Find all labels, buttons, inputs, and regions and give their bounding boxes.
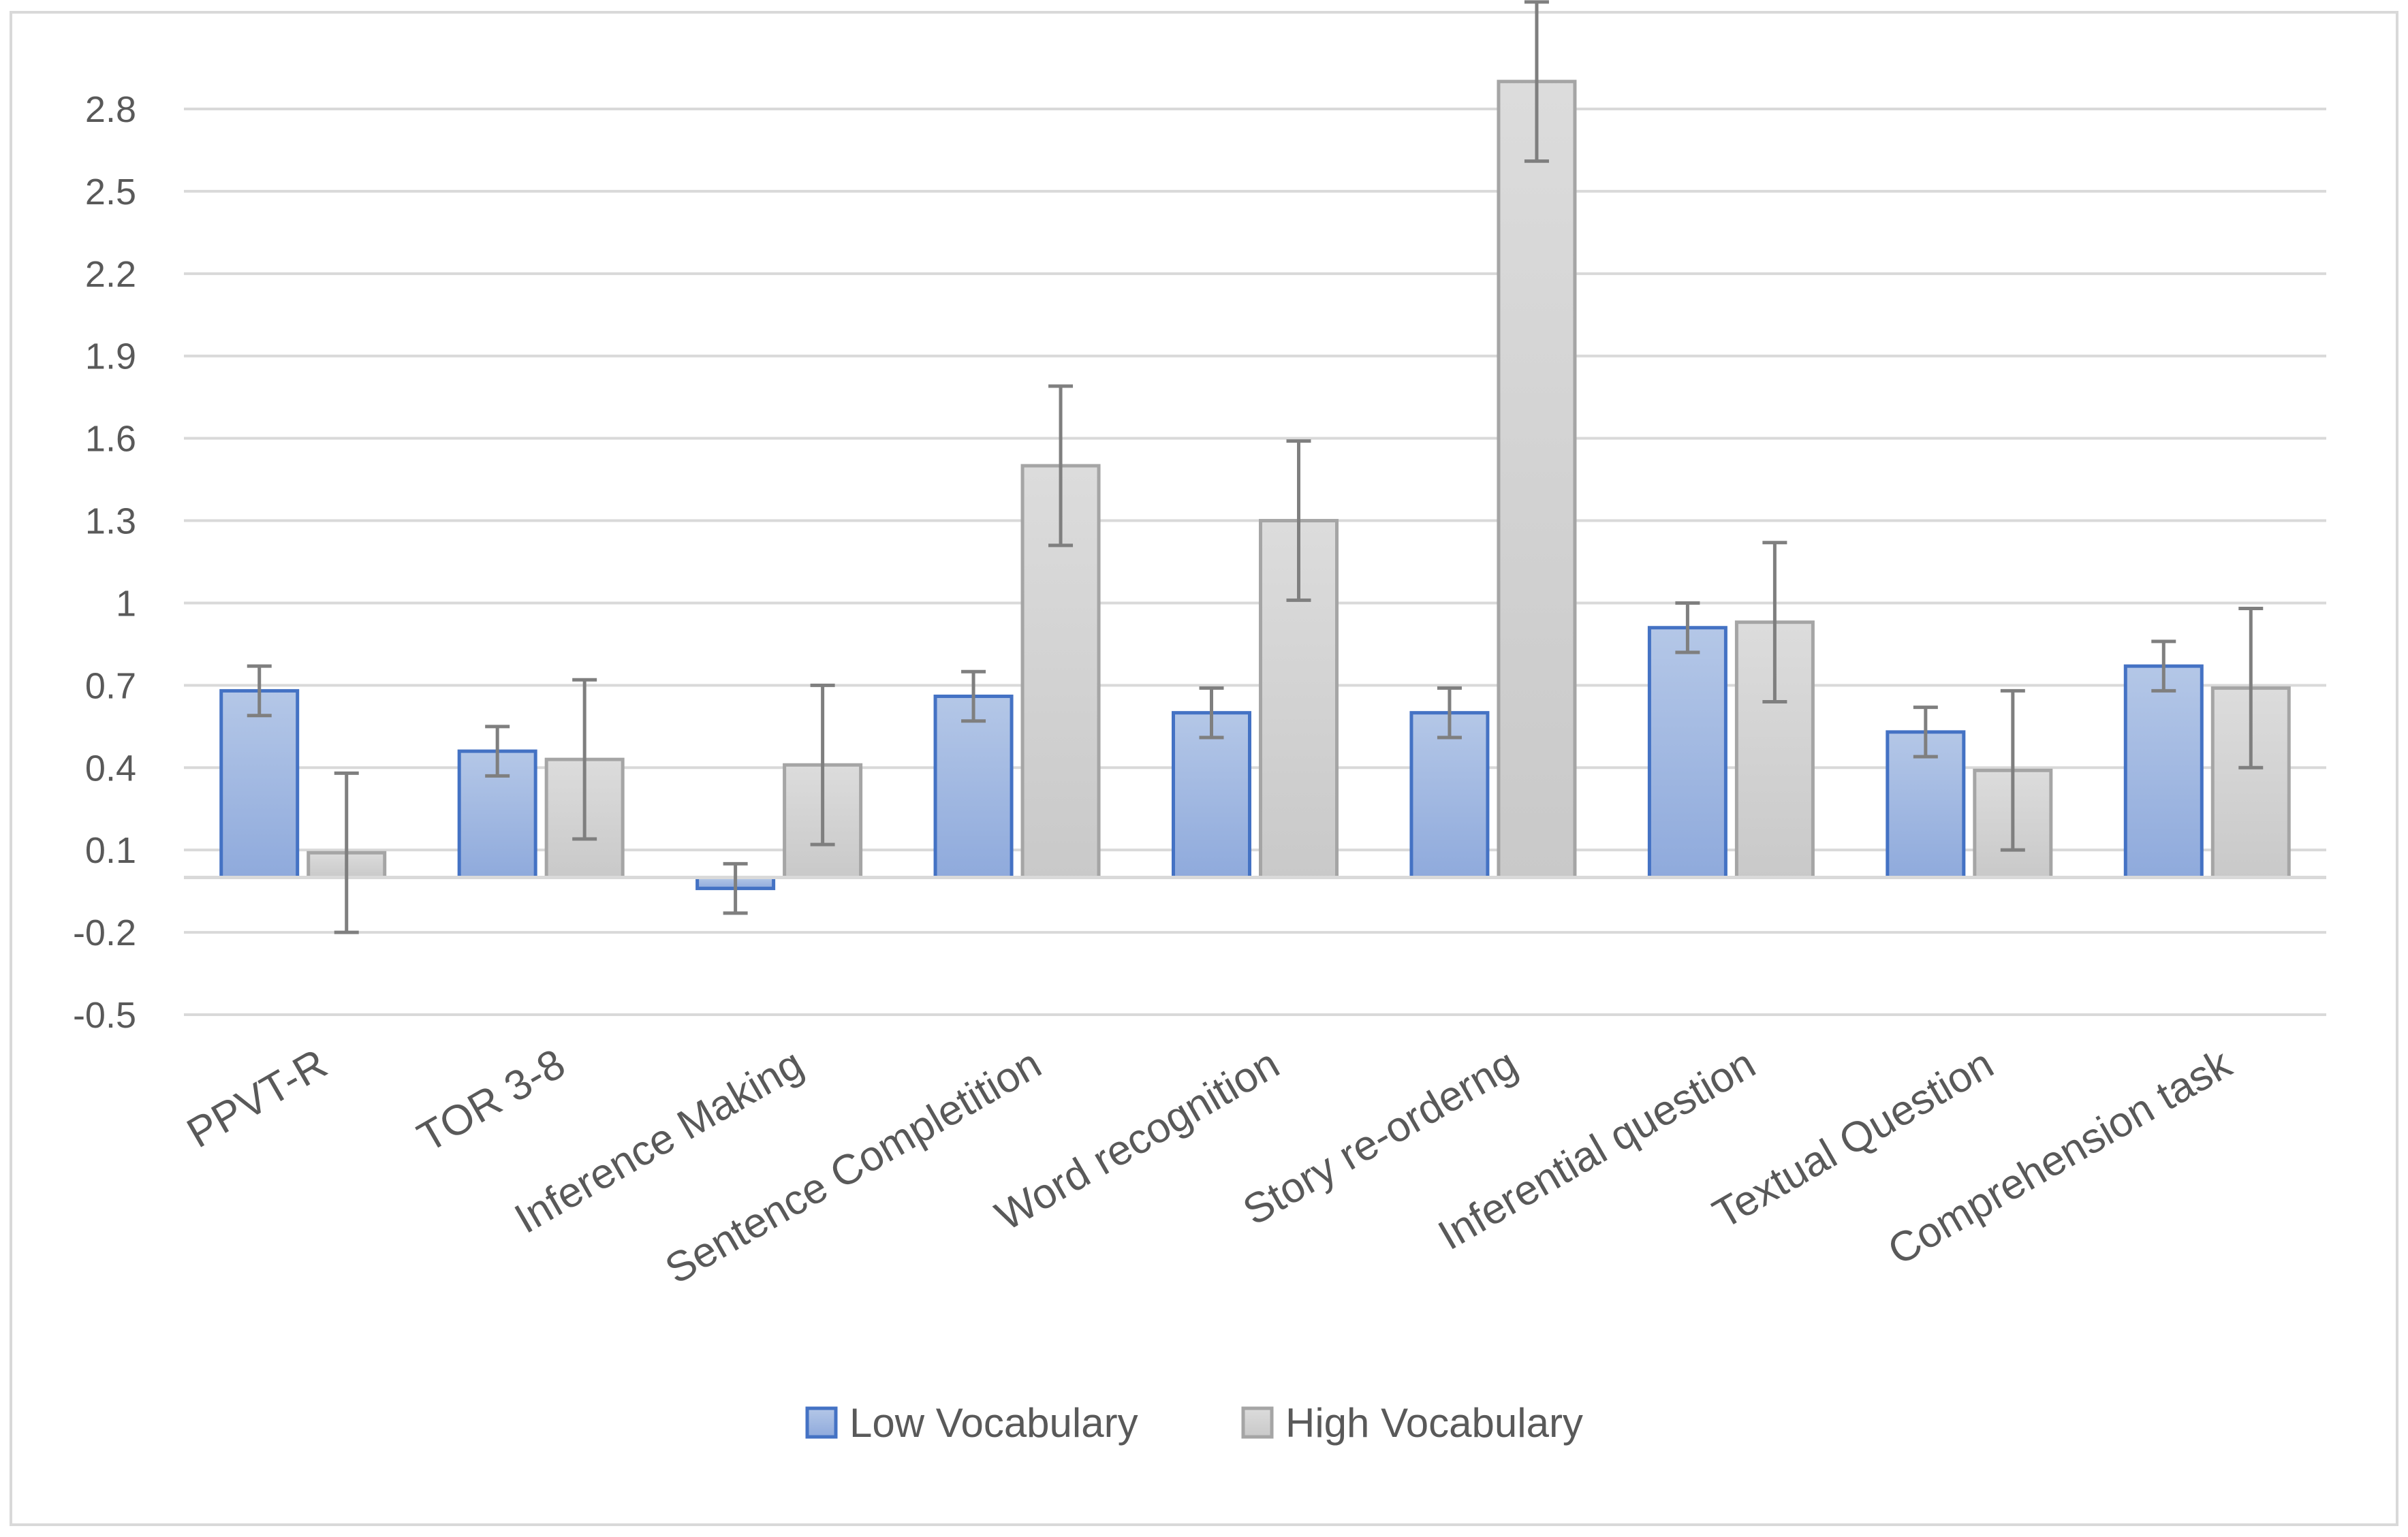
y-tick-label: 0.7 [85,665,136,706]
error-bars [247,0,2264,934]
legend-swatch-low-vocabulary [805,1406,838,1439]
y-tick-label: 2.8 [85,89,136,130]
bar-high-vocabulary [1497,80,1577,879]
y-tick-label: 0.1 [85,830,136,871]
bars [219,80,2291,891]
y-tick-label: -0.2 [73,913,136,953]
y-tick-label: 1 [116,583,136,624]
bar-low-vocabulary [219,688,300,879]
legend-label-low-vocabulary: Low Vocabulary [849,1400,1138,1446]
y-axis-ticks: -0.5 -0.2 0.1 0.4 0.7 1 1.3 1.6 1.9 2.2 2.5 2.8 [73,89,136,1036]
legend[interactable]: Low Vocabulary High Vocabulary [805,1400,1583,1446]
y-tick-label: 2.2 [85,254,136,295]
legend-label-high-vocabulary: High Vocabulary [1285,1400,1583,1446]
legend-swatch-high-vocabulary [1241,1406,1274,1439]
gridlines [184,108,2326,1016]
bar-low-vocabulary [2123,664,2204,879]
y-tick-label: 1.9 [85,336,136,377]
y-tick-label: 2.5 [85,172,136,212]
y-tick-label: 1.6 [85,419,136,460]
y-tick-label: 1.3 [85,501,136,542]
bar-low-vocabulary [933,694,1014,879]
bar-low-vocabulary [1647,626,1727,879]
y-tick-label: 0.4 [85,748,136,789]
y-tick-label: -0.5 [73,995,136,1036]
